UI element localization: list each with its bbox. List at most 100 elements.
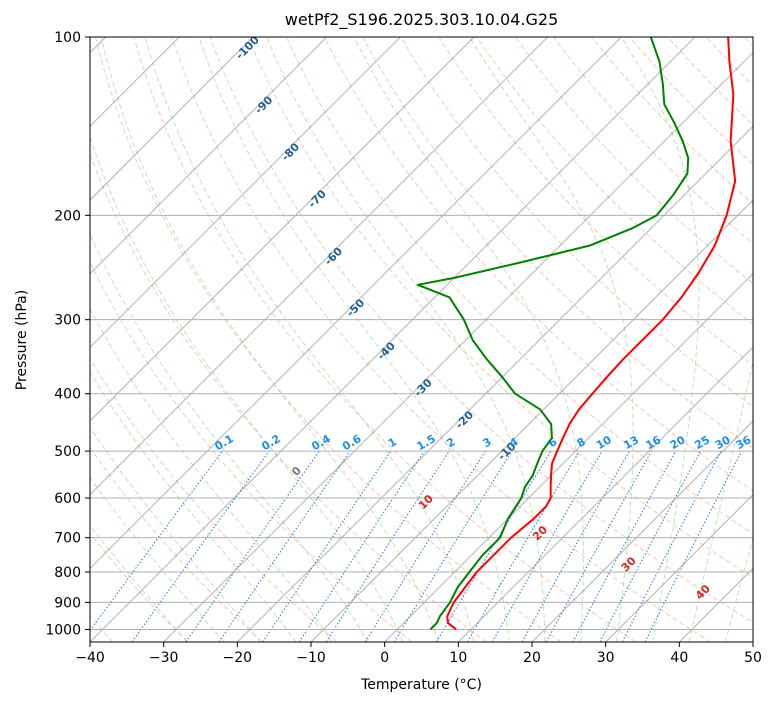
dry-adiabat-line: [90, 261, 413, 642]
mixing-ratio-line: [185, 450, 320, 642]
x-tick-label: −10: [296, 650, 326, 666]
dry-adiabat-line: [171, 37, 711, 642]
mixing-ratio-line: [435, 450, 552, 642]
mixing-ratio-line: [644, 450, 743, 642]
dry-adiabat-line: [90, 532, 189, 642]
dry-adiabat-label: -40: [375, 339, 398, 362]
mixing-ratio-label: 10: [594, 433, 614, 452]
dewpoint-profile-line: [416, 37, 690, 631]
isotherm-line: [531, 420, 753, 642]
x-tick-label: −40: [75, 650, 105, 666]
y-axis-ticks: 100 200 300 400 500 600 700 800 900 1000: [45, 30, 90, 638]
dry-adiabat-line: [247, 37, 753, 579]
dry-adiabat-line: [591, 37, 753, 205]
mixing-ratio-line: [572, 450, 677, 642]
isotherm-line: [605, 493, 753, 642]
plot-frame: [89, 36, 754, 643]
dry-adiabat-label: -50: [344, 296, 367, 319]
mixing-ratio-label: 0.1: [212, 432, 235, 453]
mixing-ratio-label: 13: [621, 433, 641, 452]
mixing-ratio-label: 16: [643, 433, 663, 452]
dry-adiabat-label: -100: [233, 33, 262, 62]
moist-adiabat-label: 40: [693, 582, 713, 602]
moist-adiabat-line: [198, 37, 510, 642]
x-tick-label: 40: [670, 650, 688, 666]
y-tick-label: 300: [54, 313, 81, 329]
x-axis-label: Temperature (°C): [361, 677, 482, 693]
y-axis-label: Pressure (hPa): [14, 289, 30, 391]
moist-adiabat-line: [90, 135, 404, 642]
dry-adiabat-line: [90, 446, 263, 642]
mixing-ratio-line: [599, 450, 701, 642]
dry-adiabat-line: [514, 37, 753, 285]
mixing-ratio-line: [325, 450, 450, 642]
y-tick-label: 700: [54, 531, 81, 547]
isotherm-line: [384, 272, 753, 642]
mixing-ratio-line: [218, 450, 351, 642]
x-tick-label: 0: [380, 650, 389, 666]
x-tick-label: 30: [597, 650, 615, 666]
mixing-ratio-label: 1.5: [415, 432, 438, 453]
mixing-ratio-label: 1: [386, 435, 399, 450]
moist-adiabats: [90, 37, 753, 642]
mixing-ratio-line: [262, 450, 392, 642]
moist-adiabat-line: [144, 37, 475, 642]
dry-adiabat-label: -80: [279, 140, 302, 163]
mixing-ratio-line: [621, 450, 722, 642]
x-axis-ticks: −40 −30 −20 −10 0 10 20 30 40 50: [75, 642, 762, 666]
isotherm-line: [90, 37, 254, 201]
moist-adiabat-line: [90, 370, 297, 642]
dry-adiabat-line: [90, 357, 338, 642]
moist-adiabat-line: [725, 536, 753, 642]
isotherm-line: [90, 37, 328, 275]
y-tick-label: 1000: [45, 622, 81, 638]
moist-adiabat-line: [688, 358, 753, 642]
isotherm-line: [678, 567, 753, 642]
background-lines: -100-90-80-70-60-50-40-30-20-100.1 0.2 0.4…: [90, 33, 754, 642]
dry-adiabat-label: -90: [252, 93, 275, 116]
isotherm-line: [457, 346, 753, 642]
mixing-ratio-line: [131, 450, 270, 642]
mixing-ratio-label: 36: [734, 433, 754, 452]
isotherm-line: [310, 199, 753, 642]
dry-adiabat-line: [400, 37, 753, 408]
mixing-ratio-label: 8: [575, 435, 588, 450]
mixing-ratio-label: 0.2: [259, 432, 282, 453]
moist-adiabat-label: 30: [619, 554, 639, 574]
dry-adiabat-label: -70: [306, 187, 329, 210]
mixing-ratio-label: 0.6: [340, 432, 364, 453]
isotherms: [90, 37, 753, 642]
moist-adiabat-line: [353, 37, 584, 642]
chart-title: wetPf2_S196.2025.303.10.04.G25: [284, 10, 559, 29]
dry-adiabat-line: [743, 37, 753, 47]
y-tick-label: 500: [54, 444, 81, 460]
mixing-ratio-line: [90, 450, 223, 632]
dry-adiabat-label: -60: [322, 245, 345, 268]
moist-adiabat-line: [90, 308, 333, 642]
mixing-ratio-line: [364, 450, 486, 642]
isotherm-line: [90, 37, 475, 422]
isotherm-line: [90, 37, 696, 642]
moist-adiabat-label: 20: [530, 523, 550, 543]
moist-adiabat-label: 10: [416, 492, 436, 512]
dry-adiabat-line: [90, 152, 487, 642]
dry-adiabat-line: [323, 37, 753, 492]
moist-adiabat-line: [90, 524, 188, 642]
isotherm-line: [752, 641, 753, 642]
dry-adiabat-line: [705, 37, 753, 87]
isobars: [90, 37, 753, 630]
dry-adiabat-label: -20: [453, 408, 476, 431]
isotherm-line: [90, 37, 622, 570]
moist-adiabat-line: [90, 233, 369, 642]
dry-adiabat-line: [552, 37, 753, 245]
x-tick-label: −20: [223, 650, 253, 666]
mixing-ratio-label: 3: [481, 435, 494, 450]
x-tick-label: 50: [744, 650, 762, 666]
moist-adiabat-line: [90, 476, 225, 642]
moist-adiabat-label: 0: [289, 464, 304, 479]
isotherm-line: [90, 37, 549, 496]
mixing-ratio-lines: [90, 450, 743, 642]
isotherm-line: [236, 125, 753, 642]
